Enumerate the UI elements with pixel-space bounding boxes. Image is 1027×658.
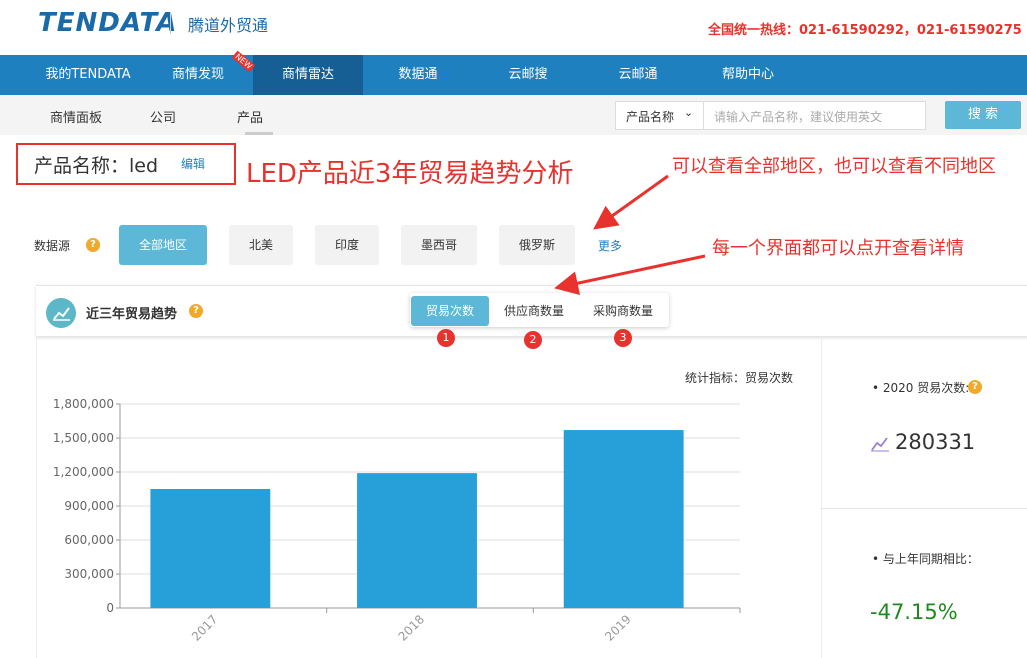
region-button[interactable]: 墨西哥	[401, 225, 477, 265]
nav-item[interactable]: 数据通	[398, 67, 438, 82]
y-tick-label: 0	[106, 601, 114, 615]
y-tick-label: 900,000	[64, 499, 114, 513]
card-icon	[46, 298, 76, 328]
sub-nav-item[interactable]: 公司	[150, 111, 177, 126]
more-link[interactable]: 更多	[598, 239, 623, 253]
tab-number[interactable]: 3	[614, 329, 632, 347]
stat-icon	[871, 437, 889, 452]
y-tick-label: 1,800,000	[53, 397, 114, 411]
brand: 腾道外贸通	[188, 16, 269, 35]
tab[interactable]: 供应商数量	[503, 304, 564, 318]
product-box	[16, 143, 236, 185]
x-tick-label: 2017	[189, 612, 220, 643]
stat-label: • 与上年同期相比：	[872, 552, 979, 566]
search-button[interactable]: 搜 索	[945, 101, 1021, 129]
tab[interactable]: 采购商数量	[592, 304, 653, 318]
x-tick-label: 2018	[396, 612, 427, 643]
search-field[interactable]: 产品名称 ⌄	[615, 101, 704, 130]
search-field-label: 产品名称	[626, 110, 675, 124]
annotation: 可以查看全部地区，也可以查看不同地区	[672, 156, 996, 177]
stat-change: -47.15%	[870, 600, 958, 624]
sub-underline	[245, 132, 273, 135]
nav-item[interactable]: 我的TENDATA	[45, 67, 131, 82]
bar	[357, 473, 477, 608]
hotline: 全国统一热线：021-61590292，021-61590275	[708, 23, 1022, 38]
logo: TENDATA	[38, 8, 178, 38]
region-button[interactable]: 印度	[315, 225, 379, 265]
nav-item[interactable]: 商情雷达	[281, 67, 334, 82]
sub-nav-item[interactable]: 产品	[237, 111, 264, 126]
annotation: 每一个界面都可以点开查看详情	[712, 238, 964, 259]
edit-link[interactable]: 编辑	[181, 157, 206, 171]
help-icon[interactable]: ?	[189, 304, 203, 318]
region-button[interactable]: 全部地区	[119, 225, 207, 265]
divider	[821, 508, 1027, 509]
y-tick-label: 600,000	[64, 533, 114, 547]
region-button[interactable]: 北美	[229, 225, 293, 265]
search-input[interactable]: 请输入产品名称，建议使用英文	[703, 101, 926, 130]
separator	[170, 12, 171, 34]
chart-panel	[36, 336, 822, 658]
nav-item[interactable]: 云邮通	[618, 67, 658, 82]
tab-number[interactable]: 2	[524, 331, 542, 349]
stat-label-text: 与上年同期相比：	[882, 552, 979, 566]
bar	[150, 489, 271, 608]
card-title: 近三年贸易趋势	[86, 307, 178, 322]
help-icon[interactable]: ?	[968, 380, 982, 394]
stat-value: 280331	[895, 430, 976, 454]
placeholder: 请输入产品名称，建议使用英文	[714, 110, 883, 124]
nav-item[interactable]: 商情发现	[171, 67, 224, 82]
x-tick-label: 2019	[602, 612, 633, 643]
source-label: 数据源	[34, 239, 71, 253]
tab-number[interactable]: 1	[437, 329, 455, 347]
help-icon[interactable]: ?	[86, 238, 100, 252]
region-button[interactable]: 俄罗斯	[499, 225, 575, 265]
nav-item[interactable]: 帮助中心	[721, 67, 774, 82]
nav-bar: NEW 我的TENDATA 商情发现 商情雷达 数据通 云邮搜 云邮通 帮助中心	[0, 50, 1027, 95]
sub-nav-item[interactable]: 商情面板	[50, 111, 103, 126]
y-tick-label: 300,000	[64, 567, 114, 581]
y-tick-label: 1,200,000	[53, 465, 114, 479]
nav-item[interactable]: 云邮搜	[508, 67, 548, 82]
stat-label: • 2020 贸易次数:	[872, 381, 970, 395]
metric-label: 统计指标：贸易次数	[685, 371, 794, 385]
nav-active	[253, 55, 363, 95]
y-tick-label: 1,500,000	[53, 431, 114, 445]
stat-label-text: 2020 贸易次数:	[882, 381, 970, 395]
bar	[563, 430, 684, 608]
tab[interactable]: 贸易次数	[411, 296, 489, 326]
product-label: 产品名称：led	[34, 155, 159, 177]
annotation: LED产品近3年贸易趋势分析	[246, 159, 574, 189]
chart: 0 300,000 600,000 900,000 1,200,000 1,500,000…	[53, 397, 741, 644]
